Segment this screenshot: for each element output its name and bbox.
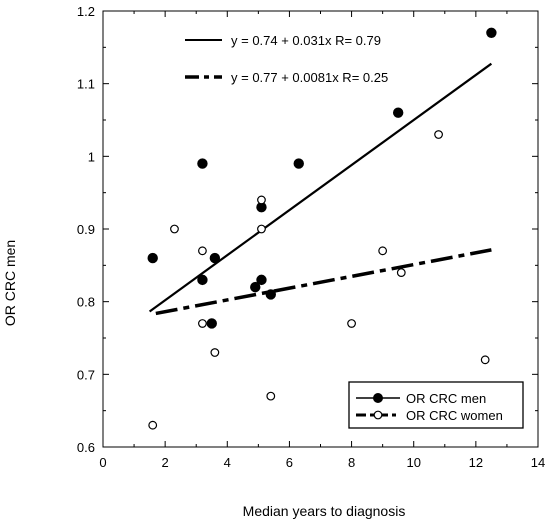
y-tick-label: 0.8 — [77, 295, 95, 310]
point-men — [486, 27, 497, 38]
point-men — [250, 281, 261, 293]
y-axis-title: OR CRC men — [2, 240, 18, 326]
point-women — [347, 319, 356, 328]
point-women — [257, 195, 266, 205]
legend-swatch-marker — [373, 410, 383, 420]
x-tick-label: 0 — [99, 455, 106, 470]
point-women — [210, 348, 220, 357]
point-women — [434, 130, 443, 139]
point-men — [197, 158, 208, 169]
fit-lines — [148, 62, 493, 316]
legend: OR CRC men OR CRC women — [348, 381, 524, 429]
x-tick-label: 12 — [469, 455, 483, 470]
point-women — [198, 246, 207, 256]
point-men — [392, 107, 404, 118]
axes: 0 2 4 6 8 10 12 14 0.6 0.7 0.8 0.9 1 1.1 1.2 — [77, 4, 545, 470]
x-axis-title: Median years to diagnosis — [243, 503, 406, 519]
point-women — [480, 355, 490, 365]
point-women — [170, 224, 179, 234]
point-women — [266, 391, 276, 401]
point-men — [147, 252, 158, 264]
y-tick-label: 1 — [88, 149, 95, 164]
x-tick-label: 6 — [286, 455, 293, 470]
x-tick-label: 4 — [224, 455, 231, 470]
point-men — [197, 274, 208, 286]
point-women — [198, 319, 207, 328]
y-tick-label: 0.6 — [77, 440, 95, 455]
legend-entry-label: OR CRC men — [406, 391, 486, 406]
fit-line-2 — [155, 248, 492, 316]
point-women — [148, 420, 158, 430]
legend-box — [348, 381, 524, 429]
x-tick-label: 8 — [348, 455, 355, 470]
legend-entry-label: OR CRC women — [406, 408, 503, 423]
point-women — [396, 268, 406, 278]
fit-equation-label: y = 0.74 + 0.031x R= 0.79 — [231, 33, 381, 48]
point-men — [209, 252, 221, 264]
y-tick-label: 0.9 — [77, 222, 95, 237]
point-men — [206, 318, 217, 329]
data-points — [147, 27, 497, 430]
fit-equation-label: y = 0.77 + 0.0081x R= 0.25 — [231, 70, 388, 85]
point-men — [265, 289, 276, 300]
legend-swatch-marker — [373, 393, 384, 404]
point-men — [256, 274, 267, 286]
y-tick-label: 1.2 — [77, 4, 95, 19]
fit-equations: y = 0.74 + 0.031x R= 0.79 y = 0.77 + 0.00… — [185, 33, 388, 85]
point-women — [378, 246, 388, 256]
y-tick-label: 1.1 — [77, 77, 95, 92]
point-men — [293, 158, 304, 169]
x-tick-label: 14 — [531, 455, 545, 470]
fit-line-1 — [148, 62, 493, 313]
x-tick-label: 2 — [162, 455, 169, 470]
x-tick-label: 10 — [406, 455, 420, 470]
y-tick-label: 0.7 — [77, 367, 95, 382]
point-women — [257, 224, 266, 234]
